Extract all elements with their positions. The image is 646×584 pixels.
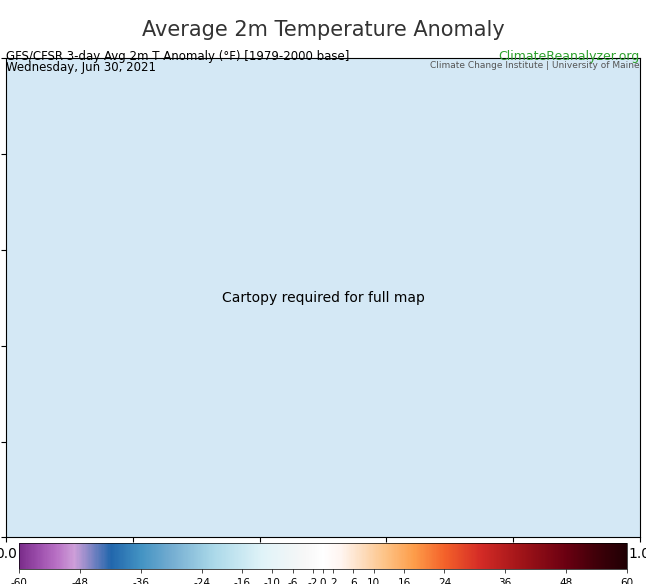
Text: Climate Change Institute | University of Maine: Climate Change Institute | University of… <box>430 61 640 70</box>
Text: ClimateReanalyzer.org: ClimateReanalyzer.org <box>498 50 640 62</box>
Text: Wednesday, Jun 30, 2021: Wednesday, Jun 30, 2021 <box>6 61 156 74</box>
Text: GFS/CFSR 3-day Avg 2m T Anomaly (°F) [1979-2000 base]: GFS/CFSR 3-day Avg 2m T Anomaly (°F) [19… <box>6 50 350 62</box>
Text: Cartopy required for full map: Cartopy required for full map <box>222 291 424 305</box>
Text: Average 2m Temperature Anomaly: Average 2m Temperature Anomaly <box>141 20 505 40</box>
